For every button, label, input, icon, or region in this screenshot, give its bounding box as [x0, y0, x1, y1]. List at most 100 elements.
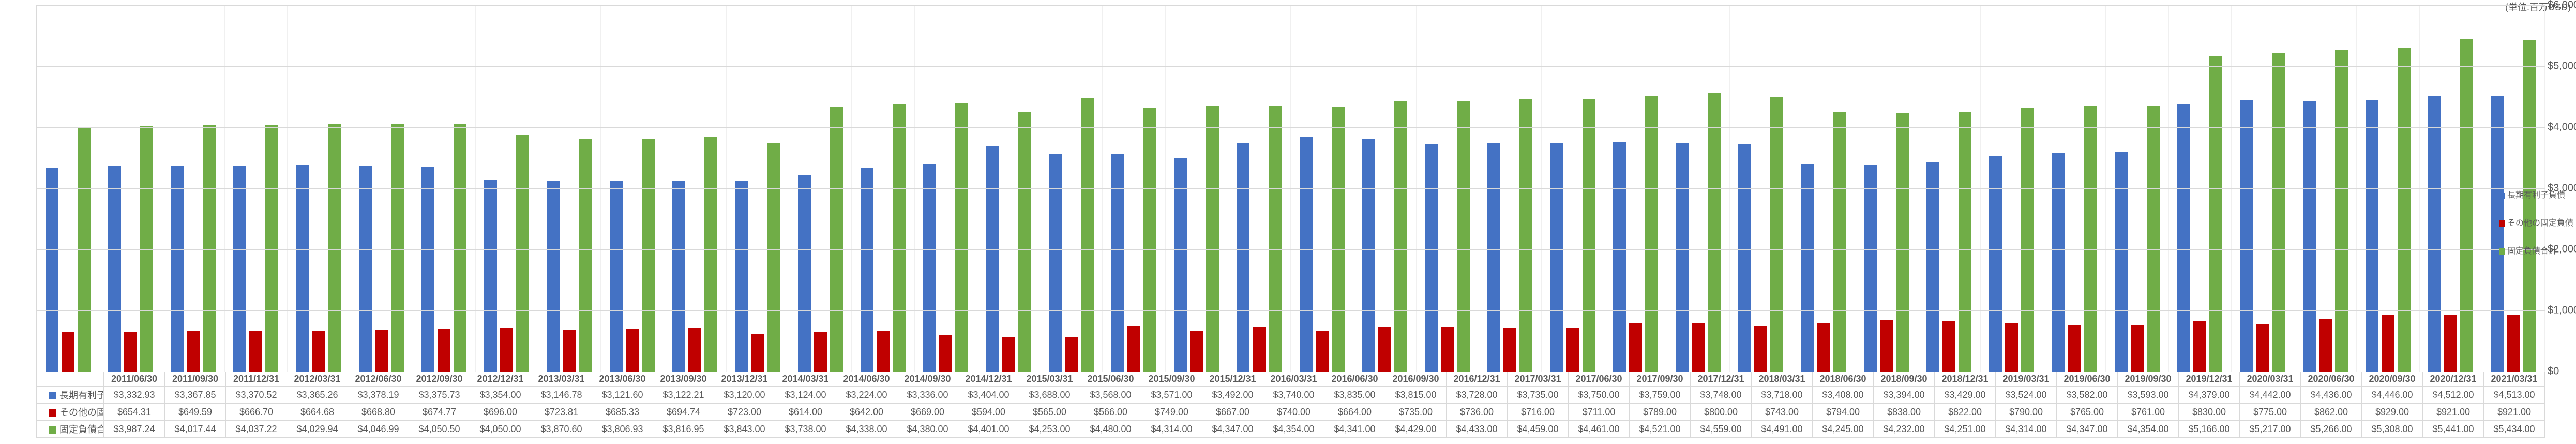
- data-cell: $4,521.00: [1630, 421, 1691, 438]
- period-label: 2017/03/31: [1508, 372, 1569, 387]
- data-cell: $3,408.00: [1813, 387, 1874, 404]
- data-cell: $4,379.00: [2179, 387, 2240, 404]
- side-legend-item: 固定負債合計: [2499, 244, 2573, 256]
- ytick-label: $1,000: [2548, 305, 2573, 317]
- bar-s3: [2209, 56, 2222, 372]
- bar-s3: [391, 124, 404, 372]
- data-cell: $4,050.50: [409, 421, 470, 438]
- data-cell: $790.00: [1996, 404, 2057, 421]
- data-cell: $5,266.00: [2301, 421, 2362, 438]
- bar-s1: [2240, 100, 2253, 372]
- data-cell: $5,308.00: [2362, 421, 2423, 438]
- period-label: 2017/12/31: [1691, 372, 1752, 387]
- bar-s3: [1332, 107, 1345, 372]
- bar-s1: [1111, 154, 1124, 372]
- bar-s3: [1519, 99, 1532, 372]
- bar-s1: [421, 167, 434, 372]
- bar-chart: (単位:百万USD) $0$1,000$2,000$3,000$4,000$5,…: [0, 0, 2576, 444]
- data-cell: $3,370.52: [226, 387, 287, 404]
- legend-swatch: [2499, 193, 2505, 199]
- data-cell: $3,124.00: [775, 387, 836, 404]
- data-cell: $3,336.00: [897, 387, 958, 404]
- data-cell: $669.00: [897, 404, 958, 421]
- bar-s2: [2382, 315, 2394, 372]
- bar-s1: [171, 166, 184, 372]
- bar-s3: [642, 139, 655, 372]
- bar-s3: [1457, 101, 1470, 372]
- bar-s1: [2177, 104, 2190, 372]
- bar-s1: [46, 168, 58, 372]
- bar-s1: [923, 164, 936, 372]
- bar-s2: [312, 331, 325, 372]
- bar-s2: [1503, 328, 1516, 372]
- data-cell: $4,232.00: [1874, 421, 1935, 438]
- period-label: 2014/06/30: [836, 372, 897, 387]
- bar-s3: [1269, 106, 1282, 372]
- data-cell: $696.00: [470, 404, 531, 421]
- data-cell: $3,806.93: [592, 421, 653, 438]
- bar-s3: [1770, 97, 1783, 372]
- bar-s3: [2021, 108, 2034, 372]
- data-cell: $4,513.00: [2484, 387, 2545, 404]
- data-cell: $3,987.24: [104, 421, 165, 438]
- bar-s3: [955, 103, 968, 372]
- data-cell: $3,571.00: [1141, 387, 1202, 404]
- bar-s1: [1487, 143, 1500, 372]
- ytick-label: $5,000: [2548, 61, 2573, 72]
- data-cell: $921.00: [2484, 404, 2545, 421]
- period-label: 2017/09/30: [1630, 372, 1691, 387]
- data-cell: $642.00: [836, 404, 897, 421]
- period-label: 2013/12/31: [714, 372, 775, 387]
- data-cell: $3,759.00: [1630, 387, 1691, 404]
- bar-s1: [1300, 137, 1313, 372]
- data-cell: $3,394.00: [1874, 387, 1935, 404]
- bar-s2: [62, 332, 74, 372]
- data-cell: $4,401.00: [958, 421, 1019, 438]
- data-cell: $789.00: [1630, 404, 1691, 421]
- bar-s3: [516, 135, 529, 372]
- bar-s3: [140, 126, 153, 372]
- bar-s2: [124, 332, 137, 372]
- data-cell: $4,017.44: [165, 421, 226, 438]
- period-label: 2016/06/30: [1324, 372, 1385, 387]
- bar-s2: [1316, 331, 1329, 372]
- period-label: 2013/03/31: [531, 372, 592, 387]
- bar-s3: [1206, 106, 1219, 372]
- plot-area: $0$1,000$2,000$3,000$4,000$5,000$6,000: [36, 5, 2545, 372]
- period-label: 2019/12/31: [2179, 372, 2240, 387]
- data-cell: $3,332.93: [104, 387, 165, 404]
- data-cell: $736.00: [1447, 404, 1508, 421]
- bar-s3: [1143, 108, 1156, 372]
- data-cell: $654.31: [104, 404, 165, 421]
- gridline: [37, 188, 2545, 189]
- bar-s3: [1896, 113, 1909, 372]
- bar-s2: [1880, 320, 1893, 372]
- table-row: その他の固定負債$654.31$649.59$666.70$664.68$668…: [37, 404, 2545, 421]
- bar-s2: [2507, 315, 2520, 372]
- data-cell: $4,347.00: [1202, 421, 1263, 438]
- bar-s1: [1550, 143, 1563, 372]
- bar-s3: [2460, 39, 2473, 372]
- data-cell: $674.77: [409, 404, 470, 421]
- data-cell: $4,050.00: [470, 421, 531, 438]
- data-cell: $3,122.21: [653, 387, 714, 404]
- data-cell: $4,442.00: [2240, 387, 2301, 404]
- bar-s2: [1002, 337, 1015, 372]
- legend-swatch: [2499, 248, 2505, 255]
- data-cell: $3,429.00: [1935, 387, 1996, 404]
- data-cell: $761.00: [2118, 404, 2179, 421]
- data-cell: $4,251.00: [1935, 421, 1996, 438]
- data-cell: $614.00: [775, 404, 836, 421]
- data-cell: $5,166.00: [2179, 421, 2240, 438]
- data-cell: $649.59: [165, 404, 226, 421]
- series-header-cell: その他の固定負債: [37, 404, 104, 421]
- data-cell: $664.00: [1324, 404, 1385, 421]
- bar-s2: [1127, 326, 1140, 372]
- data-cell: $594.00: [958, 404, 1019, 421]
- period-label: 2015/03/31: [1019, 372, 1080, 387]
- data-cell: $3,375.73: [409, 387, 470, 404]
- bar-s1: [1613, 142, 1626, 372]
- period-label: 2013/09/30: [653, 372, 714, 387]
- data-cell: $668.80: [348, 404, 409, 421]
- bar-s2: [814, 332, 827, 372]
